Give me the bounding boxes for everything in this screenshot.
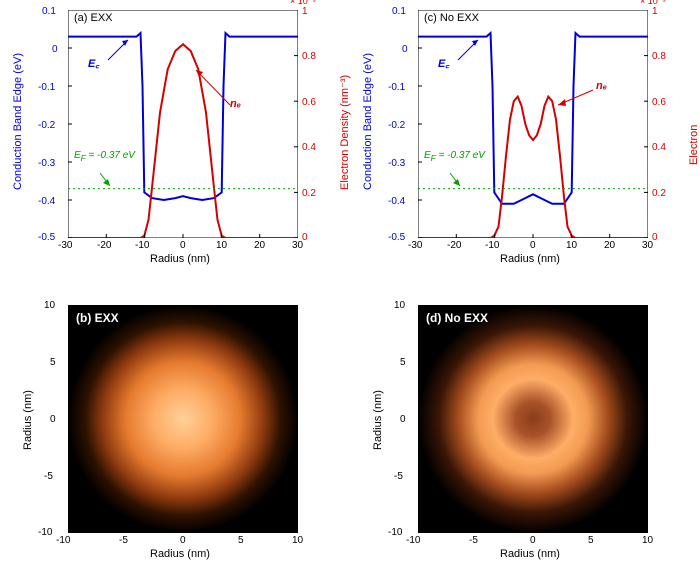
panel-d: (d) No EXX [418, 305, 648, 533]
ytick: 10 [394, 300, 405, 311]
xtick: -5 [469, 535, 478, 546]
xtick: -10 [135, 240, 149, 251]
panel-d-svg [418, 305, 648, 533]
xtick: 10 [292, 535, 303, 546]
ytick: -0.2 [38, 120, 55, 131]
ne-label: nₑ [230, 98, 241, 110]
ytick: 0 [402, 44, 408, 55]
ytick: -0.2 [388, 120, 405, 131]
ec-label: E꜀ [88, 56, 99, 71]
xtick: 30 [642, 240, 653, 251]
ytick: 0 [50, 414, 56, 425]
ytick: 10 [44, 300, 55, 311]
yright-label: Electron Density (nm⁻³) [338, 75, 351, 190]
ytick: 5 [400, 357, 406, 368]
ytick-r: 1 [302, 6, 308, 17]
ytick: -0.1 [38, 82, 55, 93]
xlabel: Radius (nm) [500, 548, 560, 560]
ef-label: EF = -0.37 eV [424, 150, 485, 163]
panel-c: (c) No EXX E꜀ nₑ EF = -0.37 eV [418, 10, 648, 238]
xlabel: Radius (nm) [500, 253, 560, 265]
ytick-r: 0.4 [302, 142, 316, 153]
ytick: -0.3 [38, 158, 55, 169]
xtick: -30 [58, 240, 72, 251]
ytick: 5 [50, 357, 56, 368]
curve-ec [418, 33, 648, 204]
panel-a: (a) EXX E꜀ nₑ EF = -0.37 eV [68, 10, 298, 238]
xtick: -5 [119, 535, 128, 546]
xtick: 0 [530, 240, 536, 251]
ef-label: EF = -0.37 eV [74, 150, 135, 163]
xtick: -20 [447, 240, 461, 251]
ytick: -5 [394, 471, 403, 482]
curve-ne [68, 44, 298, 238]
ytick: -10 [38, 527, 52, 538]
curve-ne [418, 97, 648, 238]
ytick: 0 [400, 414, 406, 425]
ytick-r: 0.4 [652, 142, 666, 153]
ytick-r: 0.2 [652, 188, 666, 199]
ytick: -0.4 [38, 196, 55, 207]
yleft-label: Conduction Band Edge (eV) [12, 53, 24, 190]
ytick: -0.5 [38, 232, 55, 243]
ytick: 0 [52, 44, 58, 55]
ytick-r: 0.8 [302, 51, 316, 62]
panel-c-svg [418, 10, 648, 238]
panel-c-title: (c) No EXX [424, 12, 479, 24]
xtick: 10 [642, 535, 653, 546]
xtick: 5 [588, 535, 594, 546]
xtick: -20 [97, 240, 111, 251]
right-mult: × 10⁻³ [290, 0, 316, 7]
xtick: -30 [408, 240, 422, 251]
xtick: 30 [292, 240, 303, 251]
xtick: 10 [566, 240, 577, 251]
ytick-r: 0.2 [302, 188, 316, 199]
ylabel: Radius (nm) [22, 390, 34, 450]
panel-d-title: (d) No EXX [426, 311, 488, 325]
xtick: 0 [180, 240, 186, 251]
ytick-r: 1 [652, 6, 658, 17]
ytick: 0.1 [42, 6, 56, 17]
ytick: 0.1 [392, 6, 406, 17]
ne-label: nₑ [596, 80, 607, 92]
xlabel: Radius (nm) [150, 253, 210, 265]
panel-a-svg [68, 10, 298, 238]
xtick: 20 [254, 240, 265, 251]
ytick: -5 [44, 471, 53, 482]
ytick-r: 0.6 [302, 97, 316, 108]
yleft-label: Conduction Band Edge (eV) [362, 53, 374, 190]
panel-b: (b) EXX [68, 305, 298, 533]
right-mult: × 10⁻³ [640, 0, 666, 7]
yright-label: Electron Density [688, 125, 700, 165]
xtick: -10 [56, 535, 70, 546]
xlabel: Radius (nm) [150, 548, 210, 560]
panel-b-svg [68, 305, 298, 533]
ytick-r: 0.8 [652, 51, 666, 62]
ytick: -0.3 [388, 158, 405, 169]
xtick: 0 [530, 535, 536, 546]
ytick-r: 0.6 [652, 97, 666, 108]
xtick: 5 [238, 535, 244, 546]
panel-b-title: (b) EXX [76, 311, 119, 325]
curve-ec [68, 33, 298, 200]
xtick: 10 [216, 240, 227, 251]
xtick: -10 [406, 535, 420, 546]
xtick: 20 [604, 240, 615, 251]
ytick: -0.5 [388, 232, 405, 243]
ylabel: Radius (nm) [372, 390, 384, 450]
ytick: -0.4 [388, 196, 405, 207]
ytick: -0.1 [388, 82, 405, 93]
ytick: -10 [388, 527, 402, 538]
xtick: 0 [180, 535, 186, 546]
ec-label: E꜀ [438, 56, 449, 71]
xtick: -10 [485, 240, 499, 251]
panel-a-title: (a) EXX [74, 12, 113, 24]
